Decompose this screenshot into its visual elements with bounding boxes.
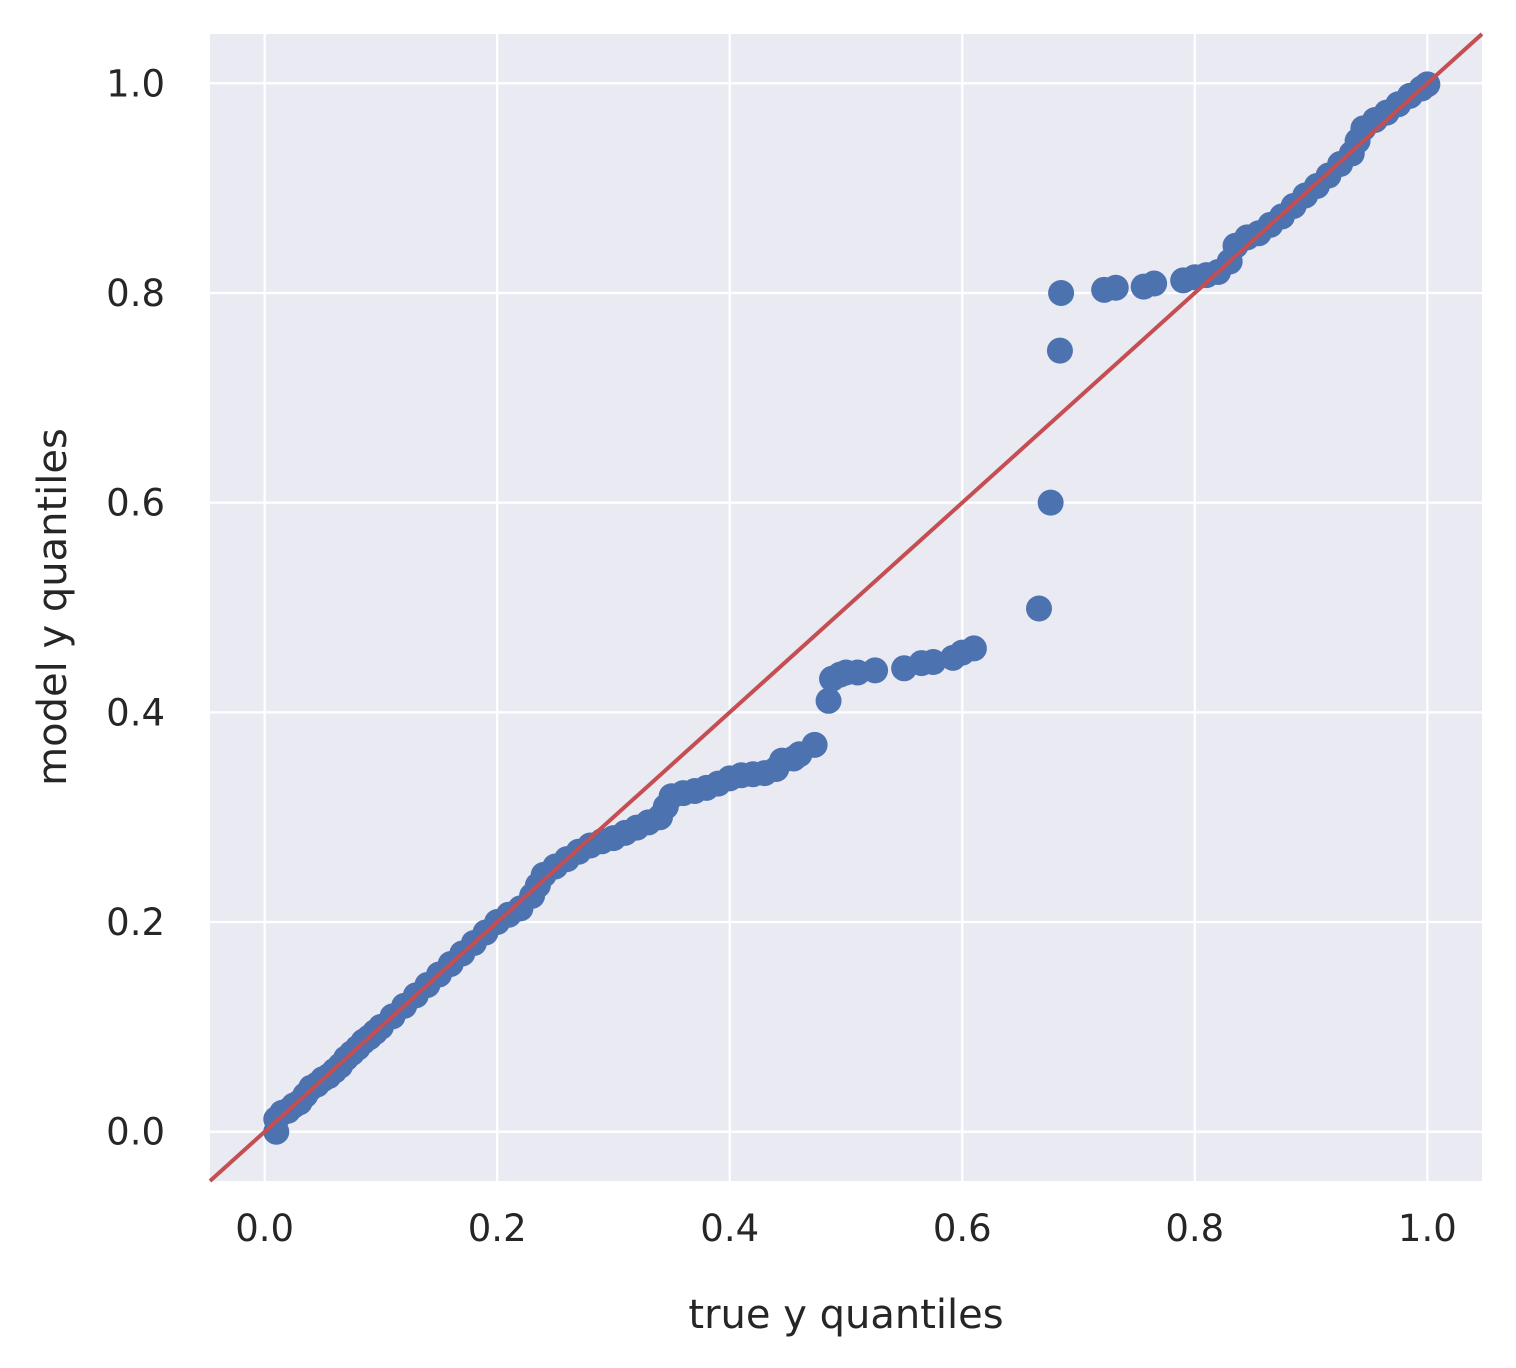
reference-line — [208, 32, 1484, 1183]
scatter-point — [1046, 337, 1073, 364]
x-tick-labels: 0.0 0.2 0.4 0.6 0.8 1.0 — [235, 1207, 1457, 1250]
y-tick-label: 0.6 — [106, 482, 165, 525]
scatter-point — [1141, 270, 1168, 297]
scatter-point — [801, 731, 828, 758]
x-tick-label: 0.8 — [1165, 1207, 1224, 1250]
y-tick-label: 0.2 — [106, 901, 165, 944]
scatter-point — [1048, 279, 1075, 306]
scatter-point — [1102, 274, 1129, 301]
y-tick-labels: 0.0 0.2 0.4 0.6 0.8 1.0 — [106, 62, 165, 1153]
y-axis-label: model y quantiles — [30, 428, 76, 786]
scatter-point — [815, 687, 842, 714]
y-tick-label: 0.8 — [106, 272, 165, 315]
y-tick-label: 0.4 — [106, 691, 165, 734]
grid-layer — [210, 34, 1482, 1181]
x-axis-label: true y quantiles — [688, 1292, 1003, 1338]
scatter-point — [1037, 489, 1064, 516]
x-tick-label: 0.0 — [235, 1207, 294, 1250]
x-tick-label: 1.0 — [1398, 1207, 1457, 1250]
y-tick-label: 1.0 — [106, 62, 165, 105]
y-tick-label: 0.0 — [106, 1111, 165, 1154]
x-tick-label: 0.6 — [933, 1207, 992, 1250]
x-tick-label: 0.2 — [468, 1207, 527, 1250]
scatter-point — [920, 649, 947, 676]
scatter-point — [862, 657, 889, 684]
scatter-point — [960, 635, 987, 662]
reference-line-layer — [208, 32, 1484, 1183]
scatter-point — [1026, 595, 1053, 622]
x-tick-label: 0.4 — [700, 1207, 759, 1250]
